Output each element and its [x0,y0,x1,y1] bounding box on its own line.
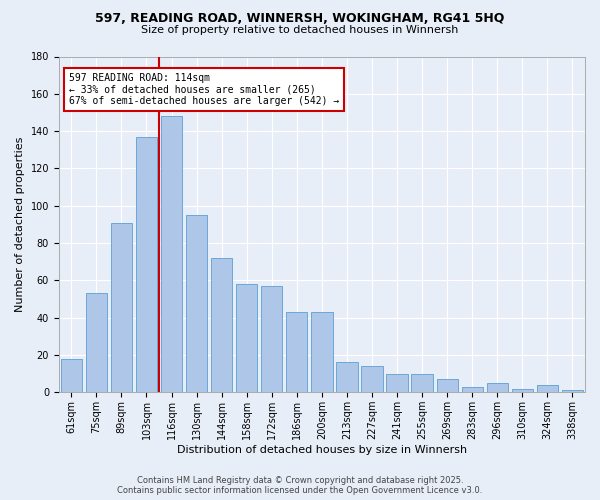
Bar [236,284,257,393]
Bar [136,136,157,392]
Bar [211,258,232,392]
Text: 597, READING ROAD, WINNERSH, WOKINGHAM, RG41 5HQ: 597, READING ROAD, WINNERSH, WOKINGHAM, … [95,12,505,26]
Bar [111,222,132,392]
X-axis label: Distribution of detached houses by size in Winnersh: Distribution of detached houses by size … [177,445,467,455]
Bar [412,374,433,392]
Bar [311,312,332,392]
Bar [161,116,182,392]
Bar [361,366,383,392]
Bar [186,215,207,392]
Bar [286,312,307,392]
Y-axis label: Number of detached properties: Number of detached properties [15,136,25,312]
Text: 597 READING ROAD: 114sqm
← 33% of detached houses are smaller (265)
67% of semi-: 597 READING ROAD: 114sqm ← 33% of detach… [70,74,340,106]
Text: Size of property relative to detached houses in Winnersh: Size of property relative to detached ho… [142,25,458,35]
Bar [61,358,82,392]
Bar [461,386,483,392]
Bar [261,286,283,393]
Bar [336,362,358,392]
Bar [437,379,458,392]
Bar [562,390,583,392]
Text: Contains HM Land Registry data © Crown copyright and database right 2025.
Contai: Contains HM Land Registry data © Crown c… [118,476,482,495]
Bar [386,374,408,392]
Bar [487,383,508,392]
Bar [512,388,533,392]
Bar [537,385,558,392]
Bar [86,294,107,392]
